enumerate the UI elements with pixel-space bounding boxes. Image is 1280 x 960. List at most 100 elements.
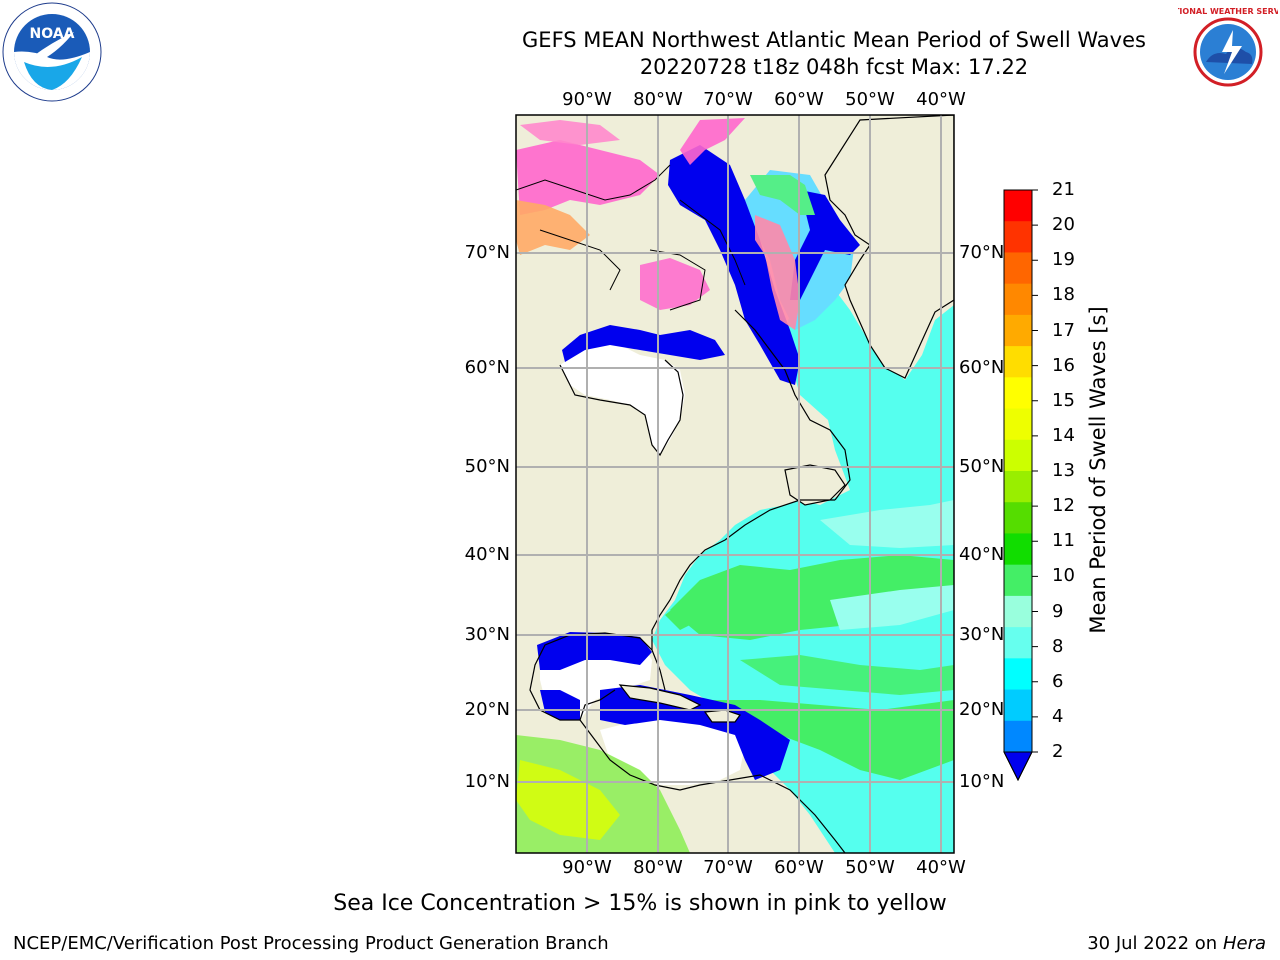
- footer-date: 30 Jul 2022 on Hera: [1087, 933, 1266, 954]
- lon-label-bottom-80w: 80°W: [633, 857, 683, 878]
- colorbar-tick-label: 11: [1052, 530, 1075, 552]
- map-title: GEFS MEAN Northwest Atlantic Mean Period…: [522, 28, 1146, 52]
- cuba: [618, 684, 702, 711]
- lat-label-right-30n: 30°N: [959, 624, 1005, 645]
- colorbar-segment: [1004, 658, 1032, 691]
- colorbar-segment: [1004, 439, 1032, 472]
- lat-label-left-30n: 30°N: [464, 624, 510, 645]
- ocean-green-patch-west: [665, 580, 720, 630]
- lon-label-top-80w: 80°W: [633, 89, 683, 110]
- colorbar-tick-label: 2: [1052, 741, 1064, 762]
- colorbar-segment: [1004, 502, 1032, 534]
- ocean-green-band-south: [700, 700, 954, 780]
- lat-label-right-60n: 60°N: [959, 357, 1005, 378]
- ocean-light-band-2: [830, 585, 954, 630]
- central-america-coast: [579, 719, 846, 853]
- lon-label-top-70w: 70°W: [703, 89, 753, 110]
- colorbar-tick-label: 19: [1052, 249, 1075, 271]
- colorbar-segment: [1004, 190, 1032, 222]
- lat-label-left-50n: 50°N: [464, 456, 510, 477]
- greenland: [824, 115, 954, 379]
- map-gridlines: [516, 115, 954, 853]
- lon-label-bottom-70w: 70°W: [703, 857, 753, 878]
- colorbar-segment: [1004, 252, 1032, 285]
- baffin-bay-blue: [790, 190, 860, 300]
- lat-label-left-10n: 10°N: [464, 771, 510, 792]
- us-east-coast: [651, 499, 835, 691]
- colorbar-segment: [1004, 471, 1032, 503]
- colorbar-tick-label: 18: [1052, 284, 1075, 306]
- map-subtitle: 20220728 t18z 048h fcst Max: 17.22: [639, 55, 1029, 79]
- noaa-logo-text: NOAA: [30, 26, 75, 42]
- lat-label-right-40n: 40°N: [959, 544, 1005, 565]
- colorbar-segment: [1004, 689, 1032, 722]
- colorbar-segment: [1004, 221, 1032, 253]
- lon-label-bottom-50w: 50°W: [845, 857, 895, 878]
- colorbar-label: Mean Period of Swell Waves [s]: [1086, 306, 1110, 634]
- colorbar: [1003, 189, 1038, 782]
- colorbar-segment: [1004, 377, 1032, 410]
- labrador-coast: [734, 309, 851, 501]
- lon-label-top-60w: 60°W: [774, 89, 824, 110]
- lat-label-right-50n: 50°N: [959, 456, 1005, 477]
- footer-host: Hera: [1222, 933, 1266, 954]
- lat-label-left-70n: 70°N: [464, 242, 510, 263]
- lon-label-top-50w: 50°W: [845, 89, 895, 110]
- noaa-logo: NOAA: [2, 2, 102, 102]
- ocean-green-band-lower: [740, 655, 954, 695]
- lon-label-top-90w: 90°W: [562, 89, 612, 110]
- lon-label-bottom-60w: 60°W: [774, 857, 824, 878]
- colorbar-tick-label: 8: [1052, 635, 1064, 657]
- hudson-bay-coast: [559, 359, 684, 457]
- colorbar-outline: [1003, 189, 1033, 782]
- lat-label-left-60n: 60°N: [464, 357, 510, 378]
- hudson-bay: [560, 345, 685, 455]
- lon-label-bottom-90w: 90°W: [562, 857, 612, 878]
- south-america-yellow: [516, 760, 620, 840]
- colorbar-segment: [1004, 408, 1032, 441]
- sea-ice-caption: Sea Ice Concentration > 15% is shown in …: [333, 891, 947, 916]
- lat-label-right-70n: 70°N: [959, 242, 1005, 263]
- ocean-light-band: [820, 500, 954, 548]
- lat-label-right-10n: 10°N: [959, 771, 1005, 792]
- lat-label-right-20n: 20°N: [959, 699, 1005, 720]
- colorbar-tick-label: 9: [1052, 600, 1064, 622]
- colorbar-tick-label: 21: [1052, 179, 1075, 200]
- lat-label-left-40n: 40°N: [464, 544, 510, 565]
- ocean-green-band-mid: [670, 555, 954, 640]
- colorbar-segment: [1004, 564, 1032, 597]
- colorbar-tick-label: 6: [1052, 670, 1064, 692]
- colorbar-tick-label: 14: [1052, 424, 1075, 446]
- colorbar-segment: [1004, 627, 1032, 659]
- colorbar-segment: [1004, 533, 1032, 566]
- gulf-coast: [529, 632, 653, 721]
- davis-strait-blue: [668, 145, 800, 385]
- footer-branch: NCEP/EMC/Verification Post Processing Pr…: [13, 933, 609, 954]
- colorbar-tick-label: 12: [1052, 495, 1075, 517]
- gulf-of-mexico-blue: [537, 632, 652, 670]
- lon-label-bottom-40w: 40°W: [916, 857, 966, 878]
- footer-date-text: 30 Jul 2022 on: [1087, 933, 1223, 954]
- colorbar-segment: [1004, 595, 1032, 628]
- sea-ice-davis: [755, 215, 800, 330]
- colorbar-segment: [1004, 283, 1032, 316]
- lon-label-top-40w: 40°W: [916, 89, 966, 110]
- colorbar-tick-label: 17: [1052, 319, 1075, 341]
- gulf-campeche-blue: [540, 690, 580, 720]
- colorbar-tick-label: 13: [1052, 460, 1075, 481]
- sea-ice-north: [520, 120, 620, 145]
- hudson-bay-rim-blue: [562, 325, 725, 362]
- colorbar-tick-label: 15: [1052, 389, 1075, 411]
- colorbar-tick-label: 10: [1052, 565, 1075, 587]
- colorbar-tick-label: 16: [1052, 354, 1075, 376]
- nws-logo-text: NATIONAL WEATHER SERVICE: [1178, 7, 1278, 16]
- colorbar-tick-label: 20: [1052, 214, 1075, 236]
- colorbar-segment: [1004, 346, 1032, 378]
- nws-logo: NATIONAL WEATHER SERVICE: [1162, 2, 1280, 102]
- sea-ice-arctic-orange: [516, 200, 590, 255]
- map-frame: [515, 114, 955, 854]
- arctic-islands: [516, 164, 746, 311]
- caribbean-blue: [600, 685, 790, 780]
- colorbar-segment: [1004, 720, 1032, 753]
